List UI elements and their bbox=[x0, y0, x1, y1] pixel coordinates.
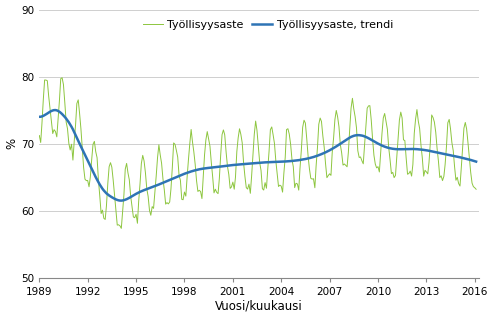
Y-axis label: %: % bbox=[5, 138, 19, 149]
Line: Työllisyysaste: Työllisyysaste bbox=[40, 78, 476, 228]
Legend: Työllisyysaste, Työllisyysaste, trendi: Työllisyysaste, Työllisyysaste, trendi bbox=[138, 15, 398, 34]
X-axis label: Vuosi/kuukausi: Vuosi/kuukausi bbox=[215, 300, 303, 313]
Line: Työllisyysaste, trendi: Työllisyysaste, trendi bbox=[40, 110, 476, 201]
